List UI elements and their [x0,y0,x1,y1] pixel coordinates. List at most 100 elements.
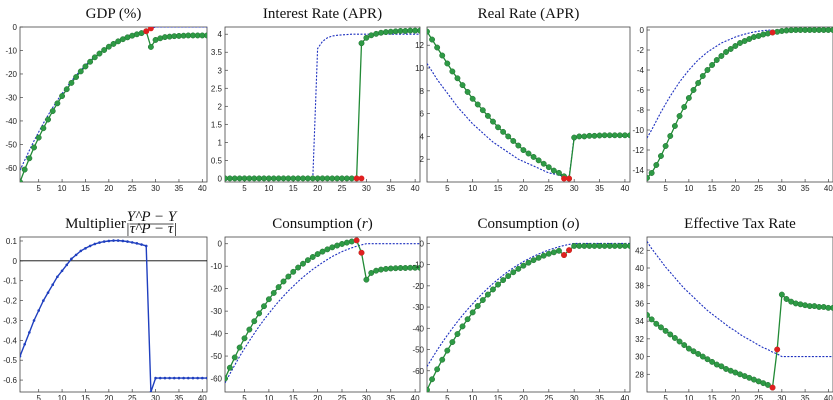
data-point [653,320,660,327]
x-tick-label: 10 [58,394,67,400]
x-tick-label: 15 [708,184,717,193]
y-tick-label: 40 [635,264,644,273]
data-point [515,142,522,149]
plot-frame [646,26,833,183]
x-tick-label: 30 [151,394,160,400]
plot-frame [19,236,208,393]
data-point [70,257,73,261]
series-line-solid [427,245,630,391]
data-point [102,240,106,243]
data-point [550,249,557,256]
x-tick-label: 35 [595,184,604,193]
highlight-point [358,249,365,256]
data-point [251,175,258,182]
data-point [280,175,287,182]
data-point [464,89,471,95]
highlight-point [358,175,365,182]
y-tick-label: 30 [635,353,644,362]
data-point [392,28,399,35]
data-point [363,34,370,41]
data-point [520,147,527,154]
data-point [314,251,321,258]
data-point [304,175,311,182]
y-tick-label: -60 [412,367,424,376]
y-tick-label: 36 [635,299,644,308]
data-point [226,364,233,371]
series-line-solid [225,239,420,379]
data-point [339,241,345,247]
data-point [382,29,389,35]
y-tick-label: 12 [415,41,424,50]
x-tick-label: 10 [684,394,693,400]
highlight-point [774,346,781,353]
data-point [576,242,583,249]
x-tick-label: 20 [519,394,528,400]
data-point [23,343,26,346]
data-point [490,118,496,125]
data-point [647,311,650,318]
x-tick-label: 20 [104,184,113,193]
data-point [520,262,527,269]
x-tick-label: 15 [494,394,503,400]
y-tick-label: -30 [210,307,222,316]
data-point [42,299,45,302]
x-tick-label: 40 [198,394,207,400]
series-line-solid [647,29,833,179]
data-point [581,242,588,249]
data-point [709,62,716,68]
x-tick-label: 5 [663,394,668,400]
y-tick-label: -20 [5,70,17,79]
y-tick-label: -0.5 [3,356,17,365]
data-point [144,244,148,248]
x-tick-label: 25 [338,184,347,193]
data-point [378,29,384,36]
data-point [84,247,87,250]
data-point [658,153,664,159]
panel-1: GDP (%) 5 10 15 20 25 30 35 40 0 -10 -20 -30 -40 -50 -6… [5,6,208,193]
data-point [382,265,389,272]
data-point [343,175,350,182]
data-point [464,316,471,323]
data-point [358,40,365,47]
data-point [662,327,669,334]
panel-title: Interest Rate (APR) [263,6,382,22]
plot-content [225,27,420,182]
y-tick-label: 8 [420,87,425,96]
panel-3: Real Rate (APR) 5 10 15 20 25 30 35 40 2 4 6 8 10 12 [415,6,631,193]
data-point [73,74,80,80]
y-tick-label: 2 [420,155,425,164]
series-line-solid [20,30,207,182]
data-point [545,164,552,171]
x-tick-label: 25 [754,394,763,400]
x-tick-label: 20 [731,394,740,400]
panel-5: Multiplier Y^P − Y|τ^P − τ| 5 10 15 20 25 30 35 4… [3,209,208,400]
data-point [495,281,501,288]
series-line-dashed [225,33,420,179]
data-point [290,268,297,275]
data-point [545,250,552,257]
data-point [309,175,316,182]
highlight-point [769,384,776,391]
data-point [168,376,171,380]
data-point [275,284,282,291]
plot-content [20,27,207,182]
data-point [709,358,716,365]
data-point [295,264,302,271]
y-tick-label: -60 [210,375,222,384]
plot-content [427,28,630,182]
y-tick-label: -6 [637,86,645,95]
y-tick-label: 0 [218,174,223,183]
x-tick-label: 15 [494,184,503,193]
data-point [130,241,134,244]
plot-content [647,241,833,391]
data-point [474,101,481,108]
data-point [182,376,185,380]
y-tick-label: 0.1 [6,237,18,246]
data-point [387,265,394,272]
data-point [275,175,282,182]
data-point [653,162,660,168]
data-point [704,67,711,73]
series-line-dashed [647,29,833,139]
panel-6: Consumption (r) 5 10 15 20 25 30 35 40 0 -10 -20 -30… [210,216,421,400]
